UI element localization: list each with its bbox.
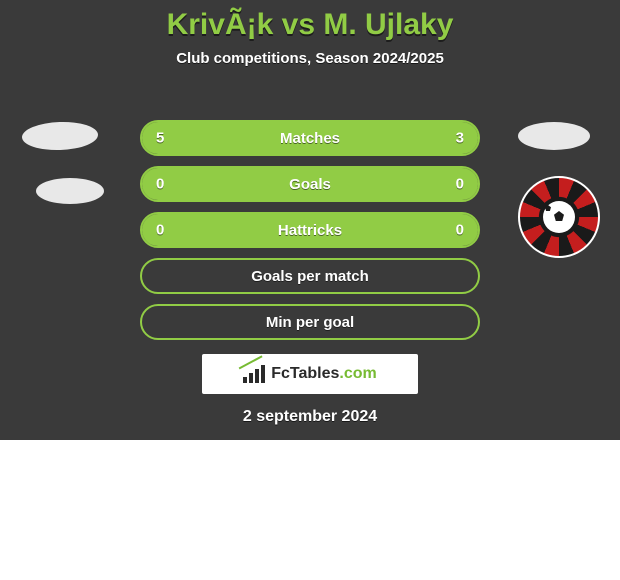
stat-label: Goals per match — [251, 268, 369, 285]
subtitle: Club competitions, Season 2024/2025 — [0, 50, 620, 67]
stat-row-goals-per-match: Goals per match — [140, 258, 480, 294]
player-left-avatar-placeholder — [22, 121, 99, 152]
date-label: 2 september 2024 — [0, 408, 620, 426]
stat-row-matches: 5 Matches 3 — [140, 120, 480, 156]
fctables-logo[interactable]: FcTables.com — [202, 354, 418, 394]
club-left-badge-placeholder — [36, 178, 104, 204]
football-icon — [543, 201, 575, 233]
player-right-avatar-placeholder — [518, 122, 590, 150]
stat-right-value: 0 — [456, 222, 464, 239]
stat-right-value: 0 — [456, 176, 464, 193]
stat-label: Hattricks — [278, 222, 342, 239]
stats-container: 5 Matches 3 0 Goals 0 0 Hattricks 0 Goals per mat… — [140, 120, 480, 350]
stat-label: Min per goal — [266, 314, 354, 331]
club-right-badge — [518, 176, 600, 258]
stat-left-value: 5 — [156, 130, 164, 147]
stat-right-value: 3 — [456, 130, 464, 147]
bar-chart-icon — [243, 365, 265, 383]
page-title: KrivÃ¡k vs M. Ujlaky — [0, 0, 620, 42]
logo-text: FcTables.com — [271, 365, 377, 383]
stat-left-value: 0 — [156, 176, 164, 193]
stat-label: Goals — [289, 176, 331, 193]
stat-row-goals: 0 Goals 0 — [140, 166, 480, 202]
stat-row-min-per-goal: Min per goal — [140, 304, 480, 340]
comparison-card: KrivÃ¡k vs M. Ujlaky Club competitions, … — [0, 0, 620, 440]
stat-row-hattricks: 0 Hattricks 0 — [140, 212, 480, 248]
stat-left-value: 0 — [156, 222, 164, 239]
stat-label: Matches — [280, 130, 340, 147]
